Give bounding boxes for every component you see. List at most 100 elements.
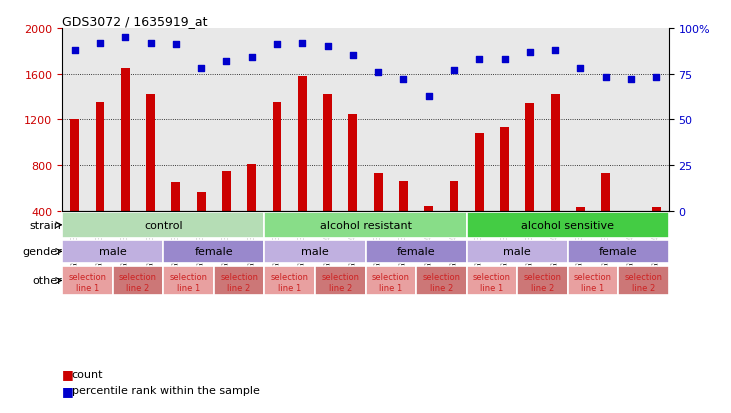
Text: selection: selection — [270, 272, 308, 281]
Text: selection: selection — [574, 272, 612, 281]
Text: line 1: line 1 — [480, 283, 504, 292]
Text: selection: selection — [423, 272, 461, 281]
Bar — [163, 241, 265, 263]
Bar — [568, 266, 618, 296]
Bar — [247, 164, 256, 211]
Point — [246, 55, 257, 62]
Bar — [626, 211, 635, 214]
Text: strain: strain — [30, 220, 61, 230]
Bar — [424, 206, 433, 211]
Bar — [399, 182, 408, 211]
Text: selection: selection — [220, 272, 258, 281]
Text: line 2: line 2 — [126, 283, 150, 292]
Text: selection: selection — [372, 272, 410, 281]
Bar — [163, 266, 213, 296]
Text: other: other — [32, 276, 61, 286]
Text: male: male — [504, 247, 531, 257]
Bar — [62, 266, 113, 296]
Text: male: male — [301, 247, 329, 257]
Text: percentile rank within the sample: percentile rank within the sample — [72, 385, 260, 395]
Bar — [518, 266, 568, 296]
Text: line 2: line 2 — [430, 283, 453, 292]
Text: selection: selection — [624, 272, 662, 281]
Point — [398, 77, 409, 83]
Text: line 1: line 1 — [177, 283, 200, 292]
Point — [297, 40, 308, 47]
Text: selection: selection — [119, 272, 157, 281]
Bar — [172, 183, 181, 211]
Bar — [323, 95, 332, 211]
Bar — [450, 182, 458, 211]
Bar — [265, 213, 466, 238]
Bar — [96, 103, 105, 211]
Bar — [349, 114, 357, 211]
Text: selection: selection — [523, 272, 561, 281]
Bar — [652, 208, 661, 211]
Text: female: female — [194, 247, 233, 257]
Point — [524, 49, 536, 56]
Bar — [550, 95, 559, 211]
Bar — [273, 103, 281, 211]
Text: count: count — [72, 369, 103, 379]
Point — [322, 44, 333, 50]
Bar — [374, 173, 382, 211]
Text: selection: selection — [473, 272, 511, 281]
Text: alcohol sensitive: alcohol sensitive — [521, 220, 614, 230]
Text: ■: ■ — [62, 384, 74, 397]
Bar — [222, 171, 231, 211]
Bar — [601, 173, 610, 211]
Bar — [213, 266, 265, 296]
Text: line 1: line 1 — [379, 283, 402, 292]
Point — [372, 69, 384, 76]
Bar — [298, 77, 307, 211]
Point — [271, 42, 283, 49]
Point — [221, 58, 232, 65]
Bar — [62, 241, 163, 263]
Text: gender: gender — [22, 247, 61, 257]
Bar — [62, 213, 265, 238]
Bar — [466, 213, 669, 238]
Bar — [265, 266, 315, 296]
Point — [145, 40, 156, 47]
Bar — [416, 266, 466, 296]
Point — [94, 40, 106, 47]
Bar — [366, 241, 466, 263]
Text: female: female — [397, 247, 436, 257]
Bar — [475, 134, 484, 211]
Point — [651, 75, 662, 81]
Text: ■: ■ — [62, 367, 74, 380]
Bar — [466, 241, 568, 263]
Bar — [618, 266, 669, 296]
Text: male: male — [99, 247, 126, 257]
Text: line 2: line 2 — [632, 283, 655, 292]
Bar — [197, 193, 205, 211]
Text: line 2: line 2 — [227, 283, 251, 292]
Point — [119, 35, 131, 41]
Bar — [366, 266, 416, 296]
Point — [625, 77, 637, 83]
Bar — [265, 241, 366, 263]
Bar — [466, 266, 518, 296]
Text: alcohol resistant: alcohol resistant — [319, 220, 412, 230]
Text: selection: selection — [170, 272, 208, 281]
Text: line 2: line 2 — [329, 283, 352, 292]
Point — [499, 57, 510, 63]
Point — [575, 66, 586, 72]
Text: GDS3072 / 1635919_at: GDS3072 / 1635919_at — [62, 15, 208, 28]
Text: selection: selection — [69, 272, 107, 281]
Text: control: control — [144, 220, 183, 230]
Point — [69, 47, 80, 54]
Point — [448, 68, 460, 74]
Bar — [526, 104, 534, 211]
Text: female: female — [599, 247, 637, 257]
Text: line 2: line 2 — [531, 283, 554, 292]
Text: line 1: line 1 — [278, 283, 301, 292]
Point — [549, 47, 561, 54]
Bar — [70, 120, 79, 211]
Bar — [576, 208, 585, 211]
Text: line 1: line 1 — [581, 283, 605, 292]
Bar — [113, 266, 163, 296]
Point — [170, 42, 182, 49]
Point — [600, 75, 612, 81]
Point — [423, 93, 434, 100]
